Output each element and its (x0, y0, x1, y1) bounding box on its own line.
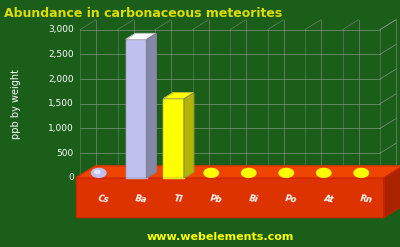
Polygon shape (164, 93, 194, 99)
Text: 1,500: 1,500 (48, 99, 74, 108)
Text: At: At (323, 194, 334, 205)
Circle shape (320, 170, 325, 174)
Text: 0: 0 (68, 173, 74, 182)
Circle shape (282, 170, 287, 174)
Text: Rn: Rn (359, 194, 373, 205)
Text: Bi: Bi (248, 194, 259, 205)
Circle shape (357, 170, 362, 174)
Text: 2,500: 2,500 (48, 50, 74, 59)
Text: Po: Po (284, 194, 298, 205)
Polygon shape (126, 40, 146, 178)
Polygon shape (76, 166, 400, 178)
Text: Tl: Tl (174, 195, 184, 205)
Polygon shape (76, 178, 384, 217)
Polygon shape (384, 166, 400, 217)
Text: 2,000: 2,000 (48, 75, 74, 83)
Circle shape (92, 168, 106, 177)
Text: Ba: Ba (134, 194, 148, 205)
Text: Abundance in carbonaceous meteorites: Abundance in carbonaceous meteorites (4, 7, 282, 21)
Circle shape (204, 168, 218, 177)
Polygon shape (184, 93, 194, 178)
Circle shape (245, 170, 250, 174)
Polygon shape (164, 99, 184, 178)
Circle shape (207, 170, 212, 174)
Circle shape (95, 170, 100, 174)
Polygon shape (146, 34, 156, 178)
Polygon shape (126, 34, 156, 40)
Text: 500: 500 (57, 149, 74, 158)
Circle shape (316, 168, 331, 177)
Circle shape (242, 168, 256, 177)
Circle shape (354, 168, 368, 177)
Text: 1,000: 1,000 (48, 124, 74, 133)
Text: ppb by weight: ppb by weight (11, 69, 21, 139)
Text: Cs: Cs (98, 194, 110, 205)
Text: Pb: Pb (210, 194, 223, 205)
Circle shape (279, 168, 294, 177)
Text: 3,000: 3,000 (48, 25, 74, 34)
Text: www.webelements.com: www.webelements.com (146, 232, 294, 242)
